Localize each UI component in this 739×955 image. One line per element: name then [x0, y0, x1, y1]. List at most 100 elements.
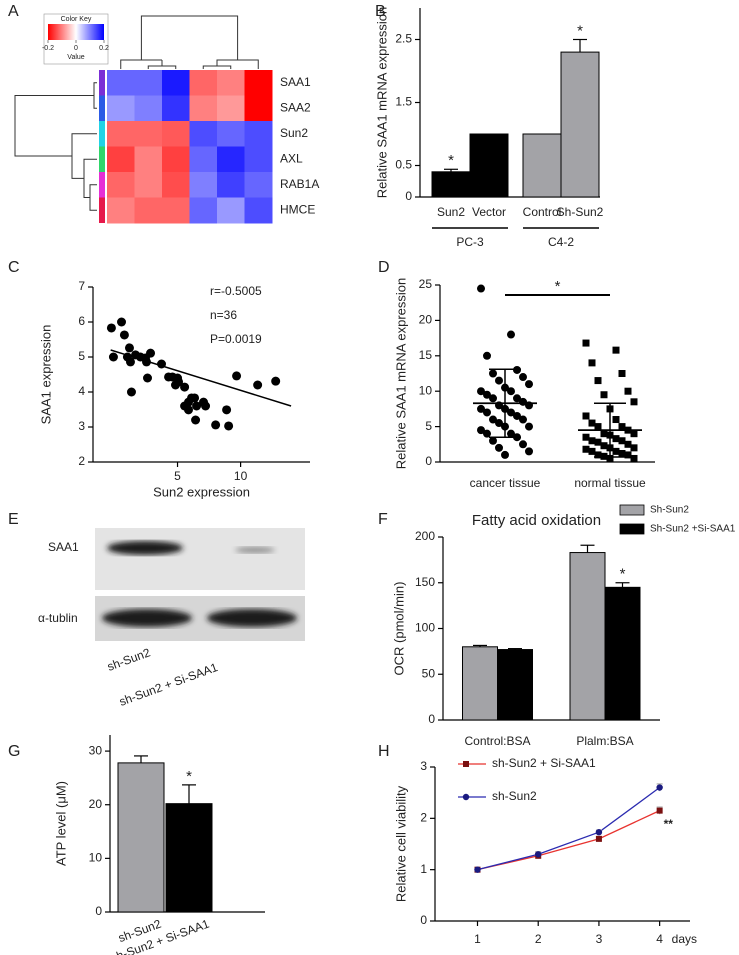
scatter-point — [126, 387, 136, 397]
dot-point — [483, 429, 491, 438]
dot-point — [489, 415, 497, 424]
legend-label: sh-Sun2 + Si-SAA1 — [492, 756, 596, 770]
x-tick-label: cancer tissue — [470, 476, 541, 490]
blot-lane-label: sh-Sun2 + Si-SAA1 — [117, 660, 220, 709]
heatmap-cell — [217, 172, 245, 198]
y-tick-label: 15 — [419, 348, 433, 362]
x-tick-label: 5 — [174, 469, 181, 483]
x-tick-label: 3 — [596, 932, 603, 946]
dot-point — [519, 373, 527, 382]
heatmap-cell — [217, 146, 245, 173]
row-label: Sun2 — [280, 126, 308, 140]
y-tick-label: 25 — [419, 277, 433, 291]
column-dendrogram — [120, 15, 259, 69]
y-tick-label: 4 — [78, 384, 85, 398]
annotation: r=-0.5005 — [210, 284, 262, 298]
dot-point — [612, 447, 620, 455]
scatter-point — [125, 357, 135, 367]
bar — [462, 646, 498, 721]
y-tick-label: 5 — [425, 419, 432, 433]
y-tick-label: 50 — [422, 666, 436, 680]
legend-label: sh-Sun2 — [492, 789, 537, 803]
dot-point — [624, 440, 632, 448]
key-label: Value — [67, 54, 84, 61]
scatter-point — [222, 405, 232, 415]
significance: * — [577, 22, 583, 39]
line-marker — [474, 866, 481, 873]
panel-label: D — [378, 259, 390, 276]
row-dendrogram — [14, 82, 97, 211]
dot-point — [501, 450, 509, 459]
scatter-point — [119, 330, 129, 340]
dot-point — [507, 408, 515, 417]
significance: * — [186, 768, 192, 785]
dot-point — [513, 411, 521, 420]
y-tick-label: 150 — [415, 575, 435, 589]
heatmap-cell — [162, 146, 190, 173]
y-tick-label: 20 — [419, 313, 433, 327]
key-tick-label: -0.2 — [42, 45, 54, 52]
y-tick-label: 0 — [95, 904, 102, 918]
dot-point — [582, 445, 590, 453]
blot-row-label: SAA1 — [48, 540, 79, 554]
dot-point — [594, 438, 602, 446]
x-tick-label: 4 — [656, 932, 663, 946]
scatter-point — [180, 382, 190, 392]
key-tick-label: 0 — [74, 45, 78, 52]
panel-label: G — [8, 743, 20, 760]
dot-point — [519, 440, 527, 449]
heatmap-cell — [217, 70, 245, 96]
y-axis-label: Relative SAA1 mRNA expression — [374, 7, 389, 198]
x-tick-label: Vector — [472, 205, 506, 219]
dot-point — [600, 430, 608, 438]
group-label: C4-2 — [548, 235, 574, 249]
scatter-point — [190, 393, 200, 403]
dot-point — [594, 423, 602, 431]
heatmap-cell — [134, 197, 163, 224]
heatmap-cell — [134, 146, 163, 173]
heatmap-cell — [189, 197, 218, 224]
scatter-point — [253, 380, 263, 390]
dot-point — [600, 442, 608, 450]
row-label: RAB1A — [280, 177, 319, 191]
row-side-color — [99, 146, 105, 172]
scatter-point — [271, 376, 281, 386]
dot-point — [519, 415, 527, 424]
y-tick-label: 0 — [425, 454, 432, 468]
heatmap-cell — [189, 70, 218, 96]
heatmap-cell — [244, 95, 273, 122]
scatter-point — [174, 377, 184, 387]
scatter-point — [106, 323, 116, 333]
y-tick-label: 10 — [419, 383, 433, 397]
bar — [604, 586, 641, 721]
row-label: AXL — [280, 151, 303, 165]
line-marker — [535, 851, 542, 858]
legend-swatch — [619, 523, 645, 535]
y-tick-label: 10 — [89, 851, 103, 865]
dot-point — [489, 436, 497, 445]
blot-band — [235, 547, 275, 553]
heatmap-cell — [107, 172, 135, 198]
series-line — [477, 810, 660, 871]
scatter-point — [184, 405, 194, 415]
heatmap-cell — [244, 121, 273, 147]
x-tick-label: normal tissue — [574, 476, 646, 490]
dot-point — [630, 454, 638, 462]
y-axis-label: ATP level (μM) — [53, 781, 68, 866]
heatmap-cell — [134, 172, 163, 198]
scatter-point — [201, 401, 211, 411]
y-tick-label: 3 — [78, 419, 85, 433]
dot-point — [612, 416, 620, 424]
bar — [560, 51, 600, 198]
series-line — [477, 787, 661, 871]
blot-band — [102, 609, 192, 627]
blot-band — [207, 609, 297, 627]
bar — [469, 133, 509, 198]
scatter-point — [108, 352, 118, 362]
dot-point — [483, 390, 491, 399]
key-title: Color Key — [61, 16, 92, 23]
y-tick-label: 20 — [89, 797, 103, 811]
y-tick-label: 200 — [415, 529, 435, 543]
y-tick-label: 5 — [78, 349, 85, 363]
